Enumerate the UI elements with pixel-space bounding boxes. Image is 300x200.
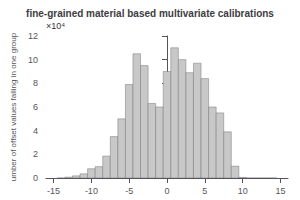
- svg-text:fine-grained material based mu: fine-grained material based multivariate…: [26, 8, 274, 19]
- svg-text:4: 4: [33, 126, 38, 136]
- svg-text:0: 0: [33, 173, 38, 183]
- svg-text:umber of offset values falling: umber of offset values falling in one gr…: [9, 32, 18, 181]
- svg-text:10: 10: [238, 186, 248, 196]
- svg-text:6: 6: [33, 102, 38, 112]
- svg-text:2: 2: [33, 149, 38, 159]
- svg-text:×10⁴: ×10⁴: [46, 21, 65, 31]
- svg-text:8: 8: [33, 78, 38, 88]
- svg-text:-5: -5: [125, 186, 133, 196]
- svg-text:15: 15: [275, 186, 285, 196]
- svg-text:10: 10: [28, 55, 38, 65]
- svg-text:5: 5: [202, 186, 207, 196]
- svg-text:-15: -15: [47, 186, 60, 196]
- svg-text:-10: -10: [85, 186, 98, 196]
- svg-text:0: 0: [164, 186, 169, 196]
- svg-text:12: 12: [28, 31, 38, 41]
